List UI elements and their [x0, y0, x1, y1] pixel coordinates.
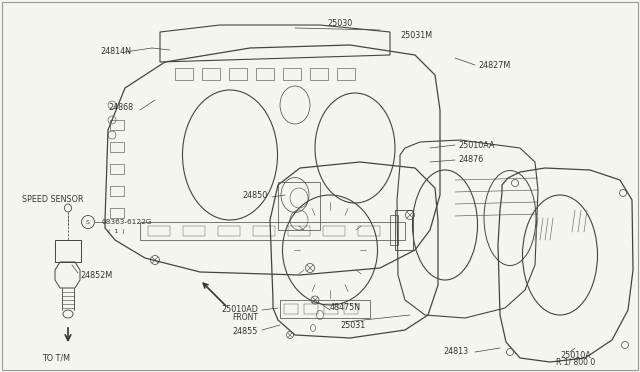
Bar	[110, 120, 124, 130]
Text: 24852M: 24852M	[80, 270, 112, 279]
Bar	[110, 208, 124, 218]
Text: FRONT: FRONT	[232, 314, 258, 323]
Text: 25031M: 25031M	[400, 31, 432, 39]
Text: R 1/ 800 0: R 1/ 800 0	[556, 357, 595, 366]
Text: 24850: 24850	[243, 190, 268, 199]
Bar	[175, 68, 193, 80]
Bar	[390, 215, 398, 245]
Bar	[202, 68, 220, 80]
Text: SPEED SENSOR: SPEED SENSOR	[22, 196, 83, 205]
Bar	[110, 142, 124, 152]
Bar	[229, 68, 247, 80]
Bar	[110, 164, 124, 174]
Text: 25010AA: 25010AA	[458, 141, 495, 150]
Text: 24813: 24813	[443, 347, 468, 356]
Bar	[148, 226, 170, 236]
Bar	[110, 186, 124, 196]
Text: 25010A: 25010A	[560, 350, 591, 359]
Bar	[288, 226, 310, 236]
Text: 24827M: 24827M	[478, 61, 510, 70]
Bar	[218, 226, 240, 236]
Bar	[256, 68, 274, 80]
Bar	[283, 68, 301, 80]
Text: 08363-6122G: 08363-6122G	[102, 219, 152, 225]
Text: (  1  ): ( 1 )	[108, 230, 125, 234]
Text: 25010AD: 25010AD	[221, 305, 258, 314]
Bar	[140, 222, 405, 240]
Text: S: S	[86, 219, 90, 224]
Bar	[344, 304, 358, 314]
Bar	[358, 226, 380, 236]
Text: 24814N: 24814N	[100, 48, 131, 57]
Bar	[395, 210, 413, 250]
Bar	[280, 300, 370, 318]
Text: TO T/M: TO T/M	[42, 353, 70, 362]
Text: 48475N: 48475N	[330, 304, 361, 312]
Text: 25030: 25030	[328, 19, 353, 28]
Bar	[324, 304, 338, 314]
Bar	[284, 304, 298, 314]
Text: 25031: 25031	[340, 321, 365, 330]
Bar	[278, 182, 320, 230]
Bar	[253, 226, 275, 236]
Text: 24876: 24876	[458, 155, 483, 164]
Text: 24855: 24855	[232, 327, 258, 337]
Bar	[183, 226, 205, 236]
Text: 24868: 24868	[108, 103, 133, 112]
Bar	[337, 68, 355, 80]
Bar	[304, 304, 318, 314]
Bar	[310, 68, 328, 80]
Bar	[55, 240, 81, 262]
Bar	[323, 226, 345, 236]
